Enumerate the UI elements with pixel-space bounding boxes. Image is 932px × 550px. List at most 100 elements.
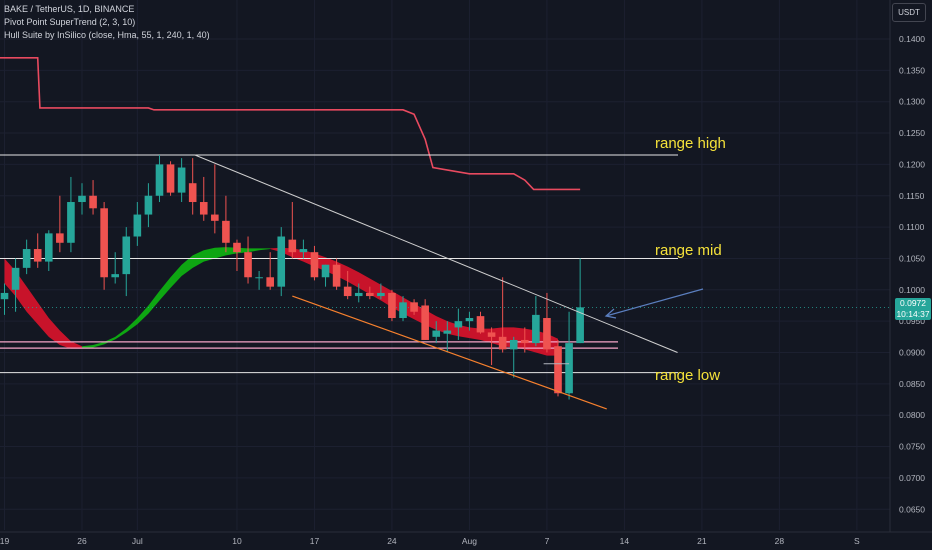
candle[interactable]	[144, 183, 153, 228]
candle[interactable]	[554, 339, 562, 397]
candle[interactable]	[177, 158, 186, 203]
descending-resistance-trendline	[194, 154, 678, 353]
candle[interactable]	[543, 292, 551, 353]
candle[interactable]	[56, 195, 64, 253]
candle[interactable]	[222, 195, 230, 253]
candle[interactable]	[266, 252, 274, 290]
indicator-hull-label[interactable]: Hull Suite by InSilico (close, Hma, 55, …	[4, 30, 210, 40]
candle[interactable]	[233, 239, 241, 271]
candle[interactable]	[509, 336, 518, 378]
price-axis-tick: 0.1250	[899, 128, 925, 138]
candle[interactable]	[133, 202, 142, 246]
candle[interactable]	[299, 239, 308, 259]
candle[interactable]	[454, 308, 463, 340]
candle[interactable]	[166, 161, 175, 196]
symbol-title[interactable]: BAKE / TetherUS, 1D, BINANCE	[4, 4, 135, 14]
hull-band-down-left	[4, 258, 82, 349]
candle-body	[377, 292, 385, 297]
candle[interactable]	[366, 286, 374, 300]
candle-body	[554, 346, 562, 394]
candle[interactable]	[432, 321, 441, 344]
candle[interactable]	[332, 258, 341, 290]
candle[interactable]	[211, 164, 219, 234]
candle-body	[244, 252, 252, 278]
hull-band-down-right	[270, 247, 558, 356]
time-axis-tick: 21	[697, 536, 707, 546]
candle[interactable]	[377, 283, 385, 300]
last-price-badge: 0.0972 10:14:37	[895, 298, 931, 320]
price-axis-tick: 0.0700	[899, 473, 925, 483]
candle-body	[277, 236, 286, 287]
candle[interactable]	[498, 277, 507, 353]
hull-suite-band	[4, 247, 558, 356]
candle-body	[354, 292, 363, 297]
candle[interactable]	[11, 258, 20, 312]
candle[interactable]	[565, 311, 573, 400]
range-high-label: range high	[655, 135, 726, 152]
candle[interactable]	[22, 239, 31, 275]
candle[interactable]	[321, 264, 330, 287]
candle[interactable]	[288, 202, 297, 259]
candle-body	[100, 208, 108, 278]
candle[interactable]	[89, 180, 97, 215]
candle[interactable]	[0, 283, 9, 315]
candle[interactable]	[33, 233, 42, 268]
annotations: range high range mid range low	[655, 135, 726, 384]
candle-body	[509, 339, 518, 350]
candle[interactable]	[122, 227, 131, 297]
candle[interactable]	[576, 258, 584, 344]
candle-body	[44, 233, 53, 262]
candle-body	[310, 252, 319, 278]
price-axis-tick: 0.0950	[899, 316, 925, 326]
candlesticks[interactable]	[0, 154, 584, 400]
candle[interactable]	[100, 202, 108, 290]
candle[interactable]	[388, 289, 396, 322]
candle-body	[399, 302, 407, 319]
candle-body	[133, 214, 142, 237]
candle[interactable]	[255, 270, 263, 290]
candle-body	[487, 332, 496, 337]
candle[interactable]	[310, 245, 319, 281]
candle[interactable]	[532, 296, 540, 347]
candle-body	[233, 242, 241, 253]
candle[interactable]	[155, 154, 164, 203]
candle[interactable]	[487, 327, 496, 366]
candle[interactable]	[199, 176, 208, 221]
price-axis-tick: 0.0650	[899, 504, 925, 514]
candle[interactable]	[520, 327, 529, 353]
candle[interactable]	[465, 311, 474, 331]
candle[interactable]	[354, 283, 363, 303]
candle-body	[343, 286, 352, 297]
candle[interactable]	[67, 176, 75, 253]
candle-body	[188, 183, 197, 203]
candle-body	[111, 274, 119, 278]
candle[interactable]	[111, 252, 119, 284]
candle[interactable]	[277, 227, 286, 297]
supertrend-path	[4, 57, 581, 191]
candle[interactable]	[476, 311, 485, 334]
candle[interactable]	[343, 270, 352, 300]
candle[interactable]	[399, 296, 407, 322]
pointer-arrow-head	[604, 308, 617, 319]
candle[interactable]	[244, 236, 252, 284]
candle-body	[565, 343, 573, 394]
candle[interactable]	[188, 158, 197, 215]
candle-body	[22, 249, 31, 268]
candle-body	[288, 239, 297, 253]
trendline-drawings	[194, 154, 704, 410]
candle[interactable]	[44, 230, 53, 271]
currency-badge[interactable]: USDT	[892, 3, 926, 22]
indicator-supertrend-label[interactable]: Pivot Point SuperTrend (2, 3, 10)	[4, 17, 136, 27]
candle-body	[432, 330, 441, 337]
candle[interactable]	[78, 183, 86, 215]
candle-body	[443, 330, 452, 334]
candle[interactable]	[421, 299, 429, 340]
candle-body	[144, 195, 153, 215]
candle-body	[388, 292, 396, 319]
candle[interactable]	[443, 321, 452, 353]
candle-body	[576, 307, 584, 344]
candle-body	[211, 214, 219, 221]
candle-body	[465, 318, 474, 322]
candle[interactable]	[410, 299, 418, 315]
